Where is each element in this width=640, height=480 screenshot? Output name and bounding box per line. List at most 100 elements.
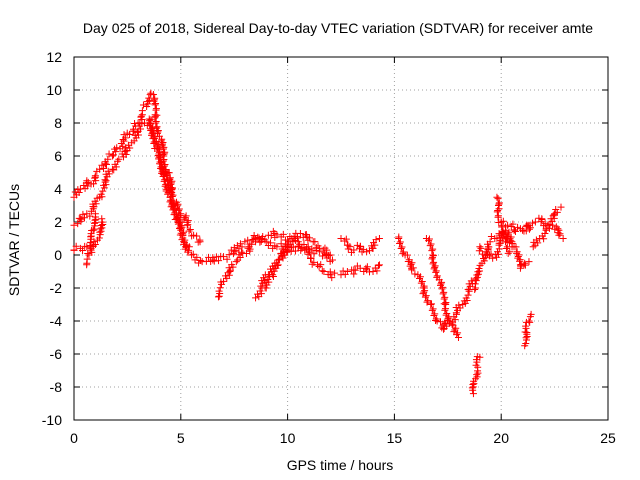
data-point-interp	[452, 324, 460, 332]
data-point-interp	[308, 260, 316, 268]
data-point-interp	[310, 258, 318, 266]
data-point-interp	[487, 250, 495, 258]
data-point-interp	[283, 243, 291, 251]
series-arc-4	[83, 210, 100, 269]
data-point-interp	[91, 241, 99, 248]
data-point-interp	[428, 247, 436, 255]
data-point-interp	[193, 232, 201, 240]
data-point-interp	[421, 287, 429, 295]
data-point	[495, 205, 503, 213]
data-point-interp	[445, 313, 453, 321]
data-point-interp	[152, 118, 160, 126]
data-point-interp	[279, 230, 287, 238]
data-point-interp	[269, 273, 277, 281]
data-point-interp	[351, 266, 359, 274]
data-point-interp	[83, 255, 91, 263]
data-point-interp	[473, 273, 481, 281]
data-point-interp	[158, 135, 166, 143]
data-point-interp	[179, 234, 187, 242]
data-point	[508, 238, 516, 246]
y-tick-label: 0	[54, 247, 62, 263]
x-axis-label: GPS time / hours	[287, 457, 394, 473]
data-point-interp	[512, 243, 520, 251]
data-point-interp	[225, 271, 233, 279]
data-point-interp	[511, 228, 519, 235]
data-point	[557, 203, 565, 211]
data-point-interp	[176, 225, 184, 233]
y-tick-label: 10	[46, 82, 62, 98]
data-point-interp	[154, 126, 162, 134]
data-point-interp	[429, 253, 437, 261]
data-point-interp	[502, 238, 510, 246]
series-arc-5	[145, 119, 334, 267]
data-point-interp	[189, 250, 197, 258]
data-point-interp	[159, 166, 167, 174]
data-point-interp	[105, 170, 113, 178]
data-point-interp	[440, 288, 448, 296]
data-point-interp	[325, 252, 333, 260]
data-point-interp	[261, 284, 269, 292]
data-point-interp	[306, 234, 314, 242]
data-point-interp	[285, 238, 293, 246]
data-point-interp	[257, 237, 265, 245]
data-point-interp	[471, 286, 479, 294]
data-point-interp	[541, 230, 549, 238]
data-point-interp	[100, 184, 108, 192]
data-point-interp	[171, 204, 179, 212]
y-tick-label: -10	[42, 412, 62, 428]
data-point-interp	[214, 293, 222, 301]
data-point-interp	[433, 272, 441, 280]
data-point-interp	[429, 252, 437, 260]
data-point-interp	[372, 236, 380, 244]
data-point-interp	[526, 318, 534, 326]
y-tick-label: -6	[50, 346, 63, 362]
data-point-interp	[513, 248, 521, 256]
data-point-interp	[480, 257, 488, 265]
data-point	[76, 215, 84, 223]
data-point-interp	[375, 262, 383, 270]
data-point-interp	[152, 105, 160, 113]
data-point-interp	[92, 200, 100, 208]
data-point-interp	[494, 207, 502, 214]
data-point	[469, 390, 477, 398]
y-tick-label: 8	[54, 115, 62, 131]
data-point-interp	[267, 239, 275, 247]
data-point-interp	[342, 235, 350, 243]
data-point-interp	[144, 100, 152, 108]
data-point-interp	[112, 163, 120, 171]
data-point-interp	[160, 143, 168, 151]
axis-ticks: 0 5 10 15 20 25 -10 -8 -6 -4 -2 0 2 4 6 8 10 12	[42, 49, 616, 446]
series-arc-20	[468, 353, 484, 398]
data-point-interp	[104, 155, 112, 163]
data-point-interp	[453, 331, 461, 339]
data-point	[506, 248, 514, 256]
data-point-interp	[137, 112, 145, 120]
data-point-interp	[176, 223, 184, 231]
data-point-interp	[428, 255, 436, 263]
data-point-interp	[431, 262, 439, 270]
data-point-interp	[164, 175, 172, 183]
data-point-interp	[163, 170, 171, 178]
data-point-interp	[307, 254, 315, 262]
data-point-interp	[75, 188, 83, 196]
data-point-interp	[317, 261, 325, 269]
data-point-interp	[503, 243, 511, 251]
data-point-interp	[318, 267, 326, 275]
data-point-interp	[157, 163, 165, 171]
data-point-interp	[100, 165, 108, 173]
data-point-interp	[438, 285, 446, 293]
data-point-interp	[477, 244, 485, 252]
data-point-interp	[161, 176, 169, 184]
data-point	[70, 221, 78, 229]
data-point-interp	[504, 249, 512, 257]
data-point-interp	[273, 231, 281, 239]
data-point-interp	[470, 380, 478, 388]
data-point-interp	[145, 96, 153, 104]
data-point-interp	[500, 231, 508, 239]
data-point-interp	[555, 231, 563, 239]
data-point	[273, 243, 281, 251]
data-point	[76, 185, 84, 193]
data-point-interp	[279, 254, 287, 262]
data-point-interp	[432, 268, 440, 276]
data-point-interp	[149, 123, 157, 131]
